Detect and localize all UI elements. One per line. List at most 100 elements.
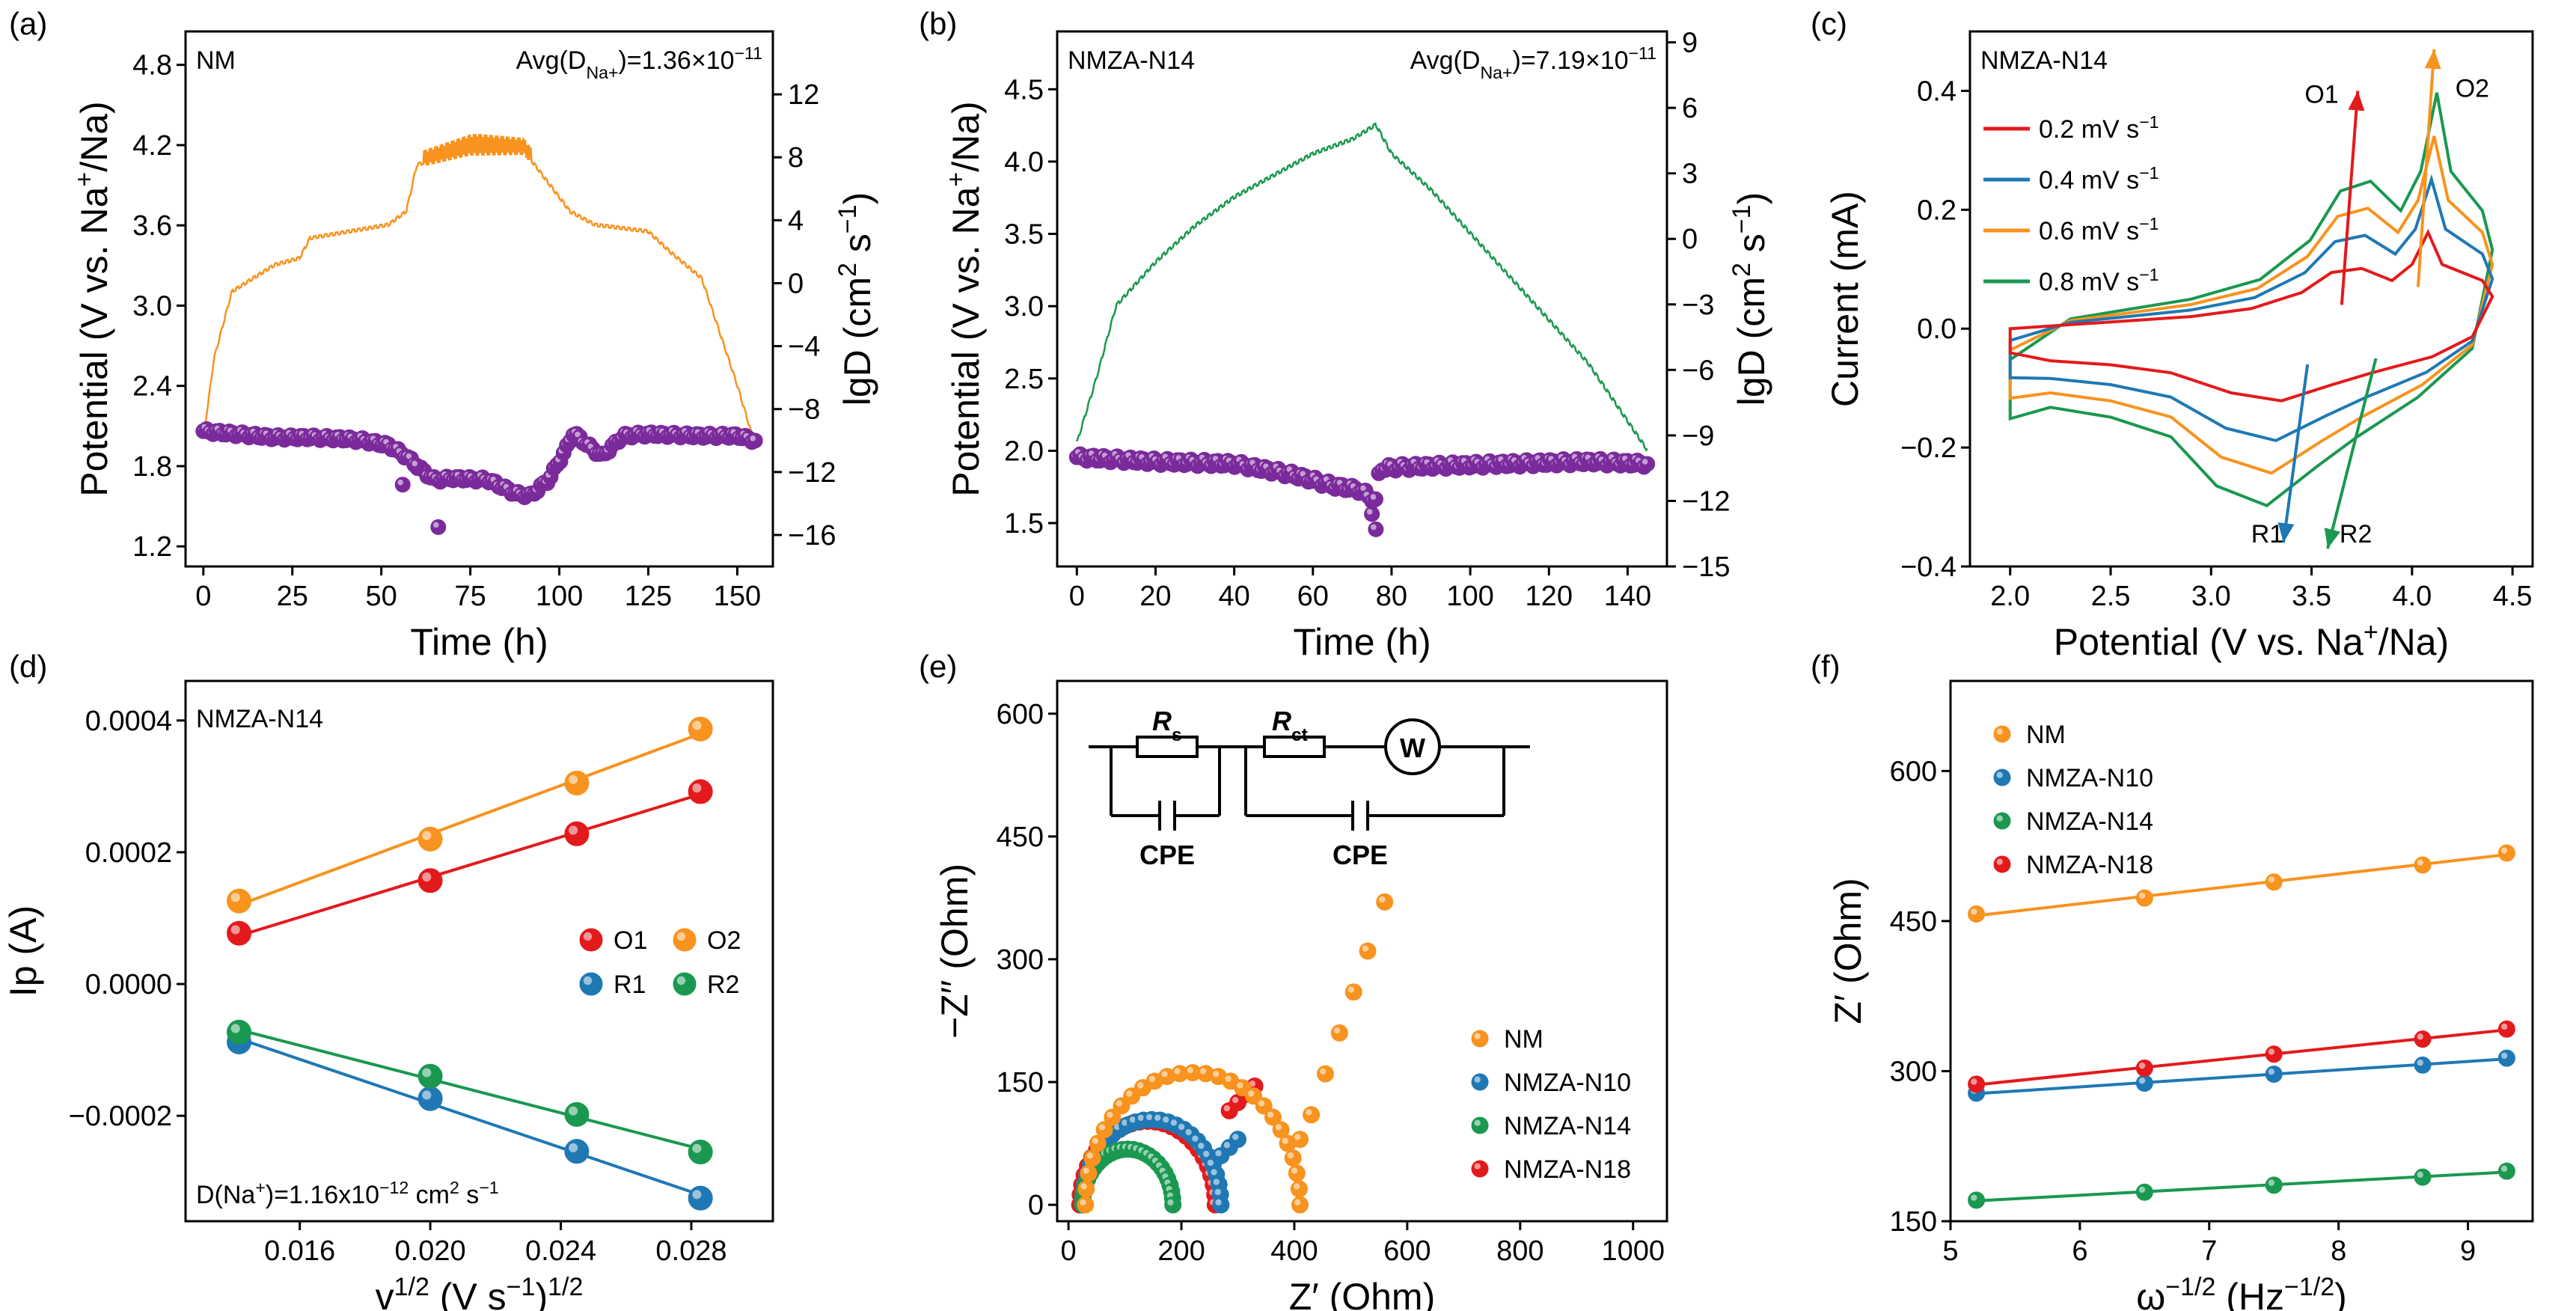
panel-c-cv-line-red — [2008, 228, 2494, 403]
panel-b-lgD-point — [1368, 521, 1384, 537]
panel-e-point-shine — [1107, 1111, 1113, 1118]
panel-e-point — [1330, 1024, 1348, 1042]
panel-d-note: D(Na+)=1.16x10−12 cm2 s−1 — [196, 1178, 499, 1209]
panel-f-point-NM — [2135, 889, 2153, 907]
panel-b-lgD-point — [1639, 456, 1656, 472]
panel-d-point-R2-shine — [569, 1106, 578, 1116]
panel-f-legend-label: NMZA-N18 — [2026, 851, 2153, 879]
panel-e-ytick-label: 0 — [1028, 1190, 1044, 1221]
panel-d-point-R2-shine — [422, 1068, 432, 1078]
panel-a-lgD-point-fill — [430, 519, 447, 535]
panel-e-point — [1164, 1196, 1182, 1214]
panel-e-point-shine — [1237, 1082, 1243, 1089]
panel-f-point-NMZA-N14 — [1968, 1191, 1986, 1209]
panel-d-ytick-label: 0.0000 — [85, 969, 172, 1000]
panel-e-point-shine — [1129, 1116, 1136, 1123]
panel-b-ylabel: Potential (V vs. Na+/Na) — [942, 101, 987, 496]
panel-b-avg-label: Avg(DNa+)=7.19×10−11 — [1410, 43, 1656, 82]
panel-f-point-NMZA-N18-shine — [2138, 1062, 2146, 1069]
panel-e-point-shine — [1248, 1090, 1255, 1097]
panel-b-y2tick-label: 9 — [1682, 28, 1698, 59]
panel-a-lgD-point-fill — [747, 433, 763, 449]
panel-f-point-NMZA-N14-fill — [2497, 1162, 2515, 1180]
panel-f-xtick-label: 9 — [2460, 1235, 2476, 1267]
panel-e-point-shine — [1207, 1159, 1214, 1167]
panel-e-point-shine — [1347, 986, 1355, 993]
panel-f-point-NMZA-N18 — [2265, 1045, 2283, 1063]
panel-c-arrow-o2-head — [2424, 49, 2441, 70]
panel-f-legend-marker-shine — [1996, 728, 2003, 735]
panel-b-lgD-point-fill — [1639, 456, 1656, 472]
panel-d-point-R2-fill — [564, 1101, 590, 1127]
panel-d-legend-marker — [579, 972, 603, 996]
panel-e-point-shine — [1249, 1081, 1256, 1087]
panel-d-point-O2 — [417, 826, 443, 852]
panel-e-xtick-label: 600 — [1383, 1235, 1431, 1267]
panel-d-point-O2-shine — [230, 893, 240, 902]
panel-d-point-R2 — [688, 1140, 713, 1165]
panel-e-point-fill — [1376, 893, 1394, 911]
panel-f-point-NMZA-N14-fill — [1968, 1191, 1986, 1209]
panel-f-point-NMZA-N10 — [2135, 1074, 2153, 1092]
panel-c-arrow-o1-shaft — [2340, 91, 2360, 305]
panel-e-legend-marker-shine — [1474, 1033, 1481, 1039]
panel-f-point-NMZA-N10-fill — [2414, 1056, 2432, 1074]
panel-f-point-NMZA-N18-fill — [1968, 1075, 1986, 1093]
panel-a-y2tick-label: 12 — [788, 79, 819, 111]
panel-e-legend-marker-fill — [1471, 1030, 1489, 1048]
panel-e-point-fill — [1291, 1196, 1309, 1214]
panel-e-point — [1376, 893, 1394, 911]
panel-e-point-fill — [1083, 1149, 1101, 1167]
panel-f-legend-label: NM — [2026, 721, 2066, 749]
panel-e-point-shine — [1198, 1143, 1205, 1149]
panel-e-point-shine — [1214, 1188, 1222, 1196]
panel-b-xtick-label: 20 — [1139, 581, 1171, 612]
panel-d-point-O2 — [564, 770, 590, 795]
panel-e-point — [1255, 1097, 1273, 1115]
panel-c-label-r1: R1 — [2251, 520, 2283, 548]
panel-e-point-shine — [1185, 1128, 1192, 1136]
panel-a-xtick-label: 25 — [277, 581, 308, 612]
panel-a-y2tick-label: 8 — [788, 142, 804, 174]
panel-e-point-fill — [1164, 1196, 1182, 1214]
panel-f-point-NMZA-N14 — [2135, 1183, 2153, 1201]
panel-b-y2tick-label: −6 — [1682, 355, 1714, 386]
panel-d-point-R2-shine — [692, 1143, 702, 1153]
panel-d-point-O2-fill — [417, 826, 443, 852]
panel-d-point-O2-fill — [688, 716, 713, 742]
panel-b-lgD-point — [1364, 506, 1380, 522]
panel-c-xtick-label: 4.5 — [2493, 581, 2533, 612]
panel-b-y2tick-label: −3 — [1682, 290, 1714, 321]
panel-e-point — [1264, 1108, 1282, 1126]
panel-d-point-R1 — [564, 1139, 590, 1164]
panel-e-point — [1089, 1134, 1107, 1152]
panel-e-point-shine — [1267, 1111, 1274, 1118]
panel-e-legend-label: NMZA-N18 — [1504, 1155, 1631, 1184]
panel-e-point-shine — [1199, 1068, 1207, 1075]
panel-f-xtick-label: 5 — [1942, 1235, 1958, 1267]
panel-e-point-shine — [1148, 1075, 1156, 1082]
panel-b-xtick-label: 140 — [1604, 581, 1651, 612]
panel-b-y2tick-label: 3 — [1682, 159, 1698, 190]
panel-f-point-NMZA-N10-fill — [2135, 1074, 2153, 1092]
panel-f-legend-marker-shine — [1996, 771, 2003, 778]
panel-f-point-NMZA-N14-shine — [2268, 1179, 2275, 1186]
panel-d-legend-marker-shine — [676, 932, 686, 941]
panel-f-point-NMZA-N18 — [2497, 1020, 2515, 1038]
panel-d-point-R1-fill — [688, 1185, 713, 1211]
panel-d-point-R1 — [417, 1086, 443, 1111]
panel-a-ylabel: Potential (V vs. Na+/Na) — [70, 101, 115, 496]
panel-e-circuit-rs — [1136, 736, 1199, 758]
panel-e-point-fill — [1212, 1196, 1230, 1214]
panel-f-point-NM-fill — [2497, 844, 2515, 862]
panel-d-legend-marker-fill — [579, 972, 603, 996]
panel-e-point-shine — [1167, 1199, 1174, 1206]
panel-e-legend-marker-shine — [1474, 1076, 1481, 1083]
panel-d-ylabel: Ip (A) — [2, 905, 44, 997]
panel-b-ytick-label: 3.0 — [1004, 291, 1044, 323]
panel-c-xtick-label: 2.5 — [2091, 581, 2131, 612]
panel-d-xtick-label: 0.020 — [395, 1235, 466, 1267]
panel-d-point-R1-fill — [564, 1139, 590, 1164]
panel-e-point-fill — [1330, 1024, 1348, 1042]
panel-e-point-shine — [1293, 1183, 1300, 1190]
